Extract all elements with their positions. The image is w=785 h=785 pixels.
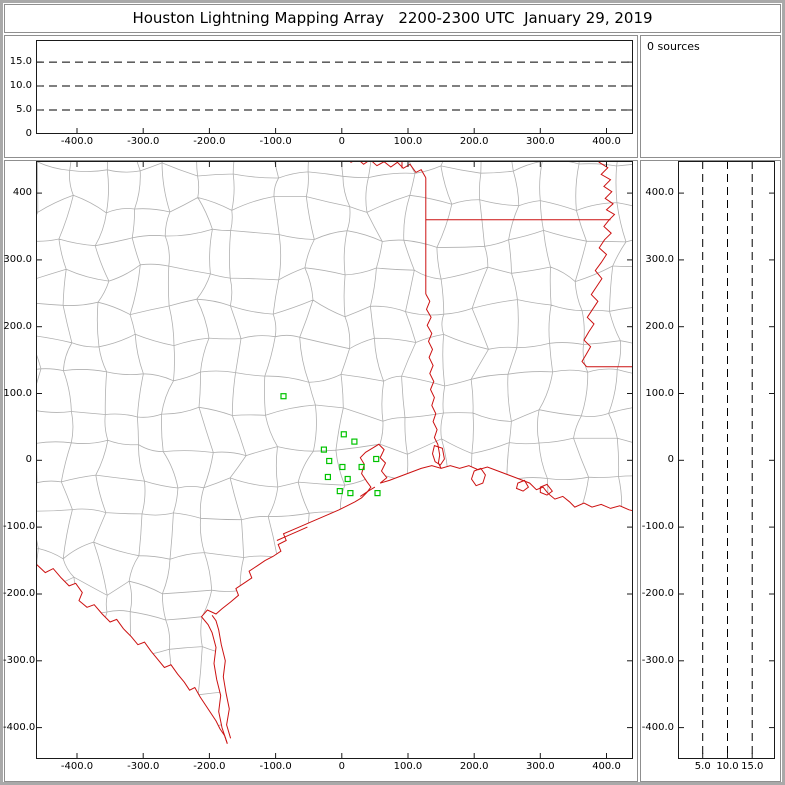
alt-ew-x-tick-label: 400.0 xyxy=(592,136,621,147)
lma-station-marker xyxy=(280,393,287,400)
alt-ew-x-tick-label: -100.0 xyxy=(259,136,292,147)
alt-ns-y-tick-label: 300.0 xyxy=(645,253,674,265)
lma-station-marker xyxy=(324,473,331,481)
alt-ew-x-tick-label: 0 xyxy=(338,136,345,147)
lma-station-marker xyxy=(358,463,365,471)
map-y-tick-label: -100.0 xyxy=(3,521,36,533)
alt-ns-plot-frame xyxy=(678,161,775,759)
alt-ns-x-tick-label: 10.0 xyxy=(716,761,739,772)
plan-view-map-plot xyxy=(36,161,633,759)
map-y-tick-label: -400.0 xyxy=(3,721,36,733)
lma-station-marker xyxy=(336,488,343,495)
lma-station-marker xyxy=(347,490,354,497)
map-x-tick-label: 0 xyxy=(338,761,345,772)
lma-station-marker xyxy=(373,455,380,463)
alt-ew-x-tick-label: -400.0 xyxy=(60,136,94,147)
alt-ew-x-tick-label: -300.0 xyxy=(127,136,160,147)
lma-station-marker xyxy=(351,438,358,445)
map-plot-frame xyxy=(36,161,633,759)
alt-ns-y-tick-label: 100.0 xyxy=(645,387,674,399)
alt-ew-y-tick-label: 15.0 xyxy=(9,56,32,68)
alt-ns-y-tick-label: 400.0 xyxy=(645,187,674,199)
alt-ns-y-tick-label: 200.0 xyxy=(645,320,674,332)
map-x-tick-label: -200.0 xyxy=(193,761,226,772)
sources-count-panel: 0 sources xyxy=(640,35,781,158)
alt-ns-y-tick-label: 0 xyxy=(667,454,674,466)
map-y-tick-label: 200.0 xyxy=(3,320,32,332)
lma-station-marker xyxy=(339,463,346,471)
alt-ns-x-tick-label: 15.0 xyxy=(741,761,764,772)
alt-ns-x-tick-label: 5.0 xyxy=(694,761,711,772)
alt-ns-y-tick-label: -100.0 xyxy=(641,521,674,533)
island-padre_island xyxy=(211,615,232,739)
alt-ew-axis-ticks xyxy=(37,61,632,133)
map-x-tick-label: -100.0 xyxy=(259,761,292,772)
lma-stations xyxy=(280,393,381,497)
map-y-tick-label: 300.0 xyxy=(3,253,32,265)
alt-ew-y-tick-label: 10.0 xyxy=(9,80,32,92)
lake-sabine_lake xyxy=(431,444,445,466)
lma-station-marker xyxy=(340,431,347,438)
alt-ew-x-tick-label: 100.0 xyxy=(393,136,423,147)
sources-count: 0 sources xyxy=(647,40,700,53)
island-galveston_island xyxy=(360,486,376,497)
lma-station-marker xyxy=(374,490,381,497)
map-x-tick-label: -300.0 xyxy=(127,761,160,772)
lake-calcasieu_lake xyxy=(470,467,486,487)
alt-ns-y-tick-label: -200.0 xyxy=(641,587,674,599)
map-y-tick-label: -200.0 xyxy=(3,587,36,599)
alt-vs-ns-plot xyxy=(678,161,775,759)
border-gulf_coast xyxy=(200,443,633,744)
alt-ew-x-tick-label: 200.0 xyxy=(459,136,489,147)
border-mississippi_river xyxy=(581,161,616,368)
plot-title: Houston Lightning Mapping Array 2200-230… xyxy=(132,9,653,27)
map-x-tick-label: 100.0 xyxy=(393,761,423,772)
lma-station-marker xyxy=(326,457,333,465)
alt-ns-axis-ticks xyxy=(679,192,774,758)
title-bar: Houston Lightning Mapping Array 2200-230… xyxy=(4,4,781,33)
border-sabine_river xyxy=(425,293,442,469)
lake-grand_lake xyxy=(515,479,530,492)
alt-ew-x-tick-label: 300.0 xyxy=(526,136,555,147)
county-boundaries xyxy=(36,161,633,744)
lma-station-marker xyxy=(344,475,351,483)
map-x-tick-label: 300.0 xyxy=(526,761,555,772)
map-y-tick-label: 100.0 xyxy=(3,387,32,399)
map-axis-ticks xyxy=(37,162,632,758)
alt-ew-plot-frame xyxy=(36,40,633,134)
lma-station-marker xyxy=(320,446,327,453)
alt-ns-y-tick-label: -300.0 xyxy=(641,654,674,666)
alt-vs-ew-plot xyxy=(36,40,633,134)
state-borders xyxy=(36,161,633,744)
alt-ew-y-tick-label: 5.0 xyxy=(16,104,32,116)
lake-white_lake xyxy=(539,483,554,496)
island-matagorda_peninsula xyxy=(276,526,308,541)
alt-ew-x-tick-label: -200.0 xyxy=(193,136,226,147)
map-y-tick-label: 400 xyxy=(12,187,32,199)
border-rio_grande xyxy=(36,563,228,744)
map-y-tick-label: 0 xyxy=(25,454,32,466)
alt-ns-y-tick-label: -400.0 xyxy=(641,721,674,733)
alt-ew-y-tick-label: 0 xyxy=(25,128,32,139)
map-x-tick-label: 200.0 xyxy=(459,761,489,772)
map-x-tick-label: -400.0 xyxy=(60,761,94,772)
map-y-tick-label: -300.0 xyxy=(3,654,36,666)
map-x-tick-label: 400.0 xyxy=(592,761,621,772)
border-red_river xyxy=(349,161,427,178)
